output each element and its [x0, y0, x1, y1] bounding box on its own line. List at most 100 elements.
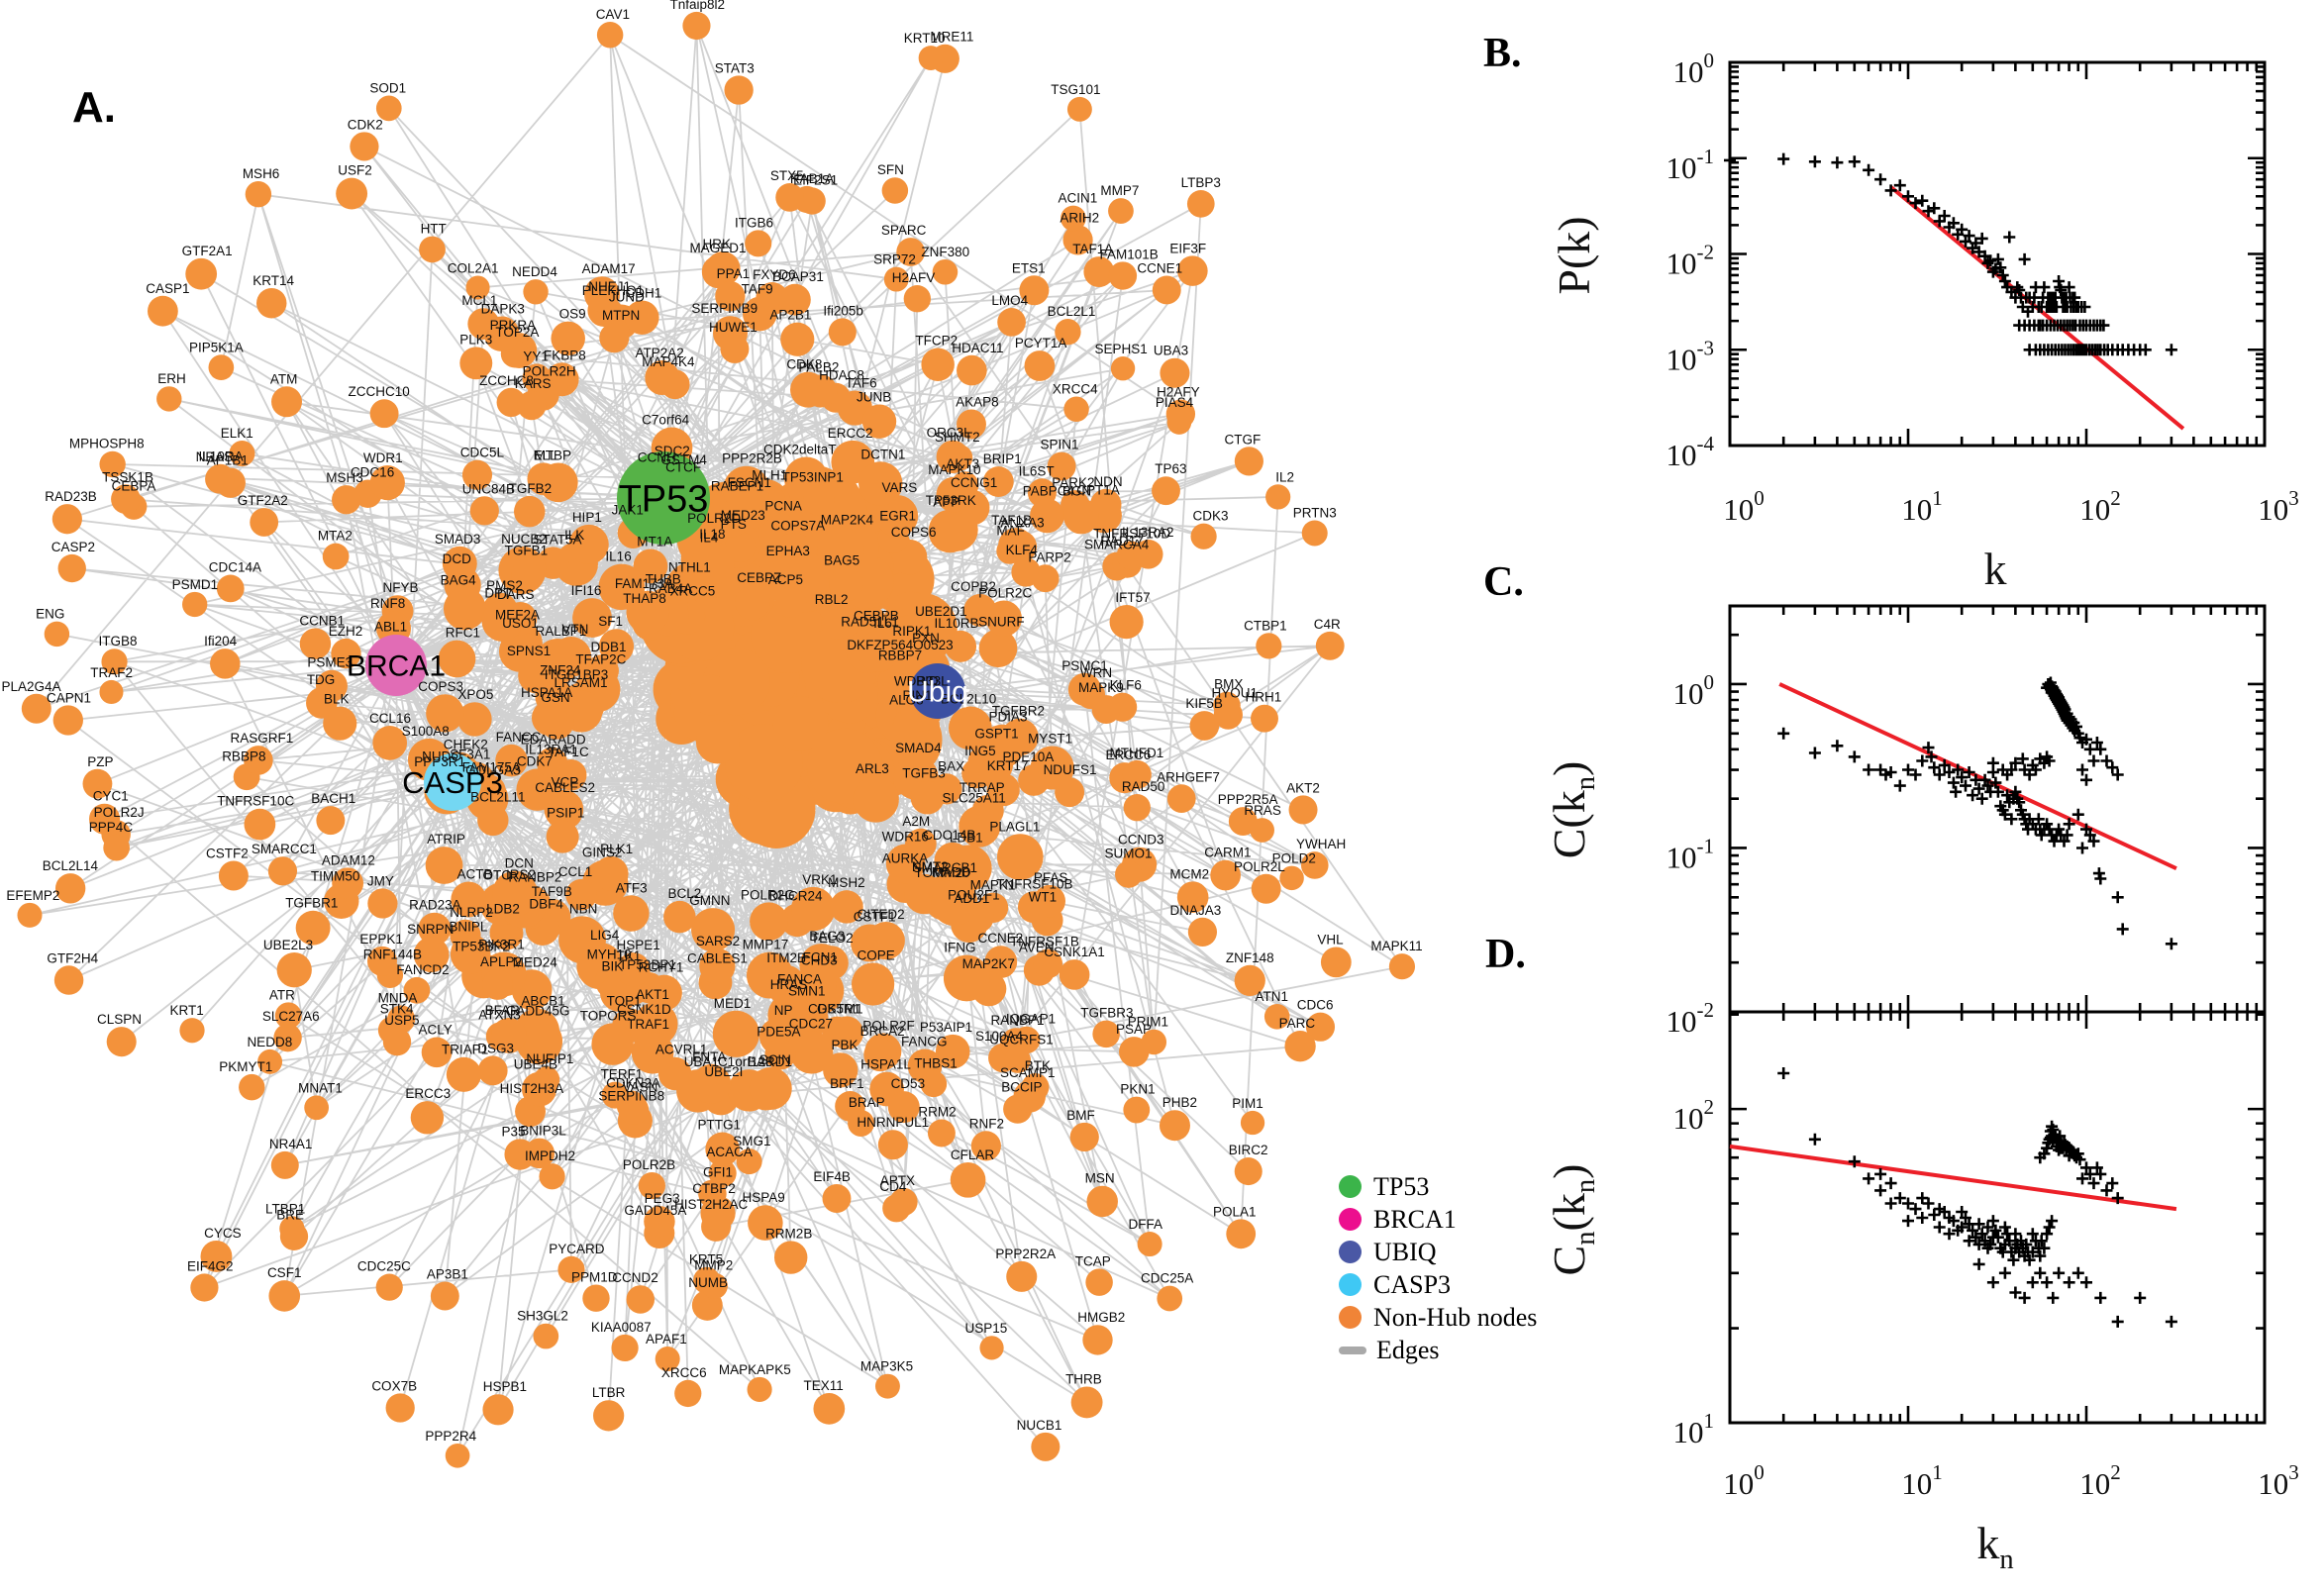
gene-label: ERCC6 — [1105, 748, 1151, 762]
network-node — [531, 700, 568, 737]
network-node — [1069, 1122, 1099, 1152]
network-node — [764, 1039, 796, 1070]
gene-label: IL10RB — [935, 616, 979, 631]
network-node — [1320, 947, 1352, 978]
network-node — [903, 285, 932, 313]
network-node — [1226, 1219, 1257, 1249]
gene-label: CYCS — [204, 1226, 242, 1241]
network-node — [1082, 1325, 1113, 1355]
gene-label: CTCF — [665, 459, 701, 474]
gene-label: GTF2A2 — [238, 493, 288, 508]
gene-label: PIAS4 — [1156, 395, 1194, 410]
gene-label: UNC84B — [462, 481, 515, 496]
network-node — [821, 606, 854, 640]
gene-label: PEG3 — [645, 1191, 680, 1206]
gene-label: CEBPA — [112, 478, 156, 493]
network-node — [103, 834, 130, 861]
gene-label: ITM2B — [766, 950, 806, 965]
network-node — [657, 1056, 692, 1091]
network-node — [539, 1163, 565, 1190]
network-node — [1210, 859, 1241, 891]
network-node — [881, 177, 909, 204]
gene-label: ATN1 — [1255, 989, 1288, 1004]
gene-label: PDE10A — [1002, 749, 1054, 764]
gene-label: A2M — [902, 814, 930, 829]
network-node — [1137, 1232, 1162, 1257]
gene-label: Ifi205b — [823, 303, 863, 318]
network-node — [970, 1131, 1001, 1161]
gene-label: CDH1 — [626, 285, 662, 300]
gene-label: FNTA — [692, 1049, 726, 1064]
gene-label: ENG — [36, 607, 64, 622]
network-node — [853, 776, 899, 823]
gene-label: CDK8 — [786, 357, 822, 372]
network-node — [1187, 917, 1218, 947]
network-node — [523, 279, 549, 305]
axis-ticks — [1728, 60, 2267, 448]
gene-label: ILK — [564, 528, 584, 543]
network-node — [421, 1037, 453, 1068]
network-node — [1141, 1029, 1167, 1055]
gene-label: EIF4B — [813, 1169, 851, 1184]
network-node — [745, 230, 772, 257]
gene-label: XPO5 — [457, 687, 493, 702]
gene-label: IFT57 — [1115, 590, 1150, 605]
gene-label: CCNG1 — [951, 475, 997, 490]
gene-label: JUND — [609, 289, 645, 304]
gene-label: CLSPN — [97, 1012, 142, 1027]
gene-label: RABEP1 — [711, 478, 763, 493]
gene-label: BGN — [1062, 484, 1091, 499]
legend-item-tp53: TP53 — [1339, 1170, 1537, 1203]
network-node — [332, 867, 364, 900]
network-node — [863, 1038, 897, 1072]
network-node — [708, 1158, 737, 1187]
gene-label: PKMYT1 — [219, 1059, 272, 1074]
gene-label: FKBP8 — [544, 348, 586, 362]
gene-label: ETS1 — [1012, 260, 1046, 275]
network-node — [315, 669, 348, 702]
network-node — [372, 726, 408, 760]
gene-label: MADD — [932, 865, 971, 880]
gene-label: PLAGL1 — [989, 819, 1040, 834]
gene-label: ORC3L — [927, 426, 972, 441]
network-node — [946, 444, 973, 471]
network-node — [959, 805, 1001, 848]
gene-label: CDC14B — [923, 828, 975, 843]
gene-label: CCNE2 — [978, 931, 1024, 946]
gene-label: THBS1 — [914, 1055, 958, 1070]
gene-label: COPS6 — [891, 525, 937, 540]
network-node — [593, 1400, 625, 1432]
gene-label: BARD1 — [748, 1054, 792, 1069]
network-node — [1176, 881, 1209, 913]
gene-label: CEBPZ — [737, 570, 781, 585]
network-node — [1004, 1047, 1032, 1073]
gene-label: MTHFD1 — [1110, 746, 1164, 760]
gene-label: ING5 — [964, 744, 996, 758]
gene-label: BCL2L10 — [941, 692, 996, 707]
network-node — [459, 347, 493, 380]
gene-label: CTBP1 — [1244, 618, 1287, 633]
network-node — [481, 968, 514, 1000]
panel-label-a: A. — [72, 83, 116, 132]
network-node — [747, 1376, 772, 1402]
gene-label: MYST1 — [1028, 731, 1072, 746]
gene-label: POLA1 — [1213, 1204, 1257, 1219]
gene-label: POU2F1 — [948, 887, 1000, 902]
gene-label: RAD23B — [45, 489, 97, 504]
gene-label: NMT2 — [912, 859, 949, 874]
network-node — [1063, 396, 1089, 422]
network-node — [1315, 631, 1345, 660]
network-node — [322, 543, 350, 570]
network-node — [425, 847, 463, 884]
gene-label: MEF2A — [495, 608, 540, 623]
gene-label: BMF — [1066, 1108, 1095, 1123]
network-node — [245, 180, 272, 208]
network-node — [918, 46, 944, 70]
gene-label: VASN — [623, 1080, 658, 1095]
gene-label: TFAP2C — [575, 651, 626, 666]
gene-label: PRTN3 — [1293, 505, 1337, 520]
gene-label: CCNB1 — [299, 613, 345, 628]
network-node — [803, 484, 835, 516]
gene-label: IFI16 — [571, 583, 602, 598]
gene-label: PIP5K1A — [189, 340, 244, 354]
